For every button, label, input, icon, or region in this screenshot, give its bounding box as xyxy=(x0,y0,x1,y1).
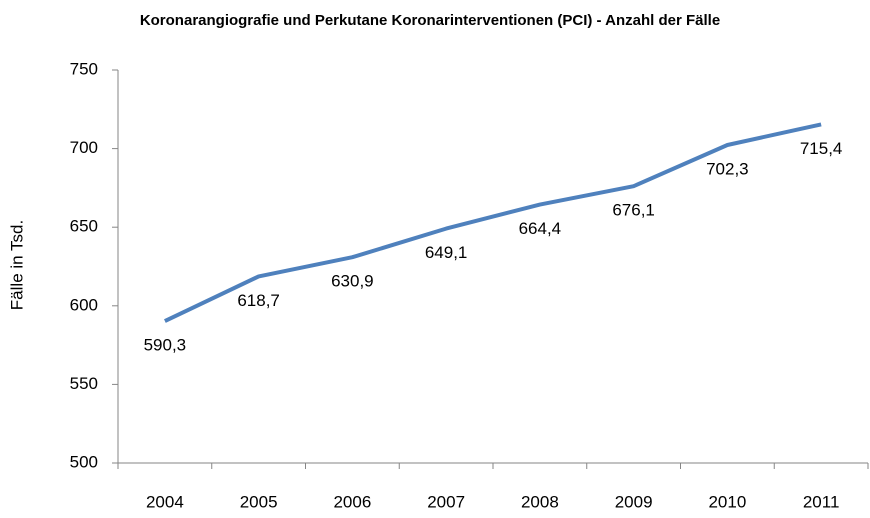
x-tick-label: 2009 xyxy=(615,492,653,511)
x-tick-label: 2006 xyxy=(333,492,371,511)
y-tick-label: 550 xyxy=(70,374,98,393)
data-label: 676,1 xyxy=(612,201,655,220)
data-label: 702,3 xyxy=(706,159,749,178)
y-axis-label: Fälle in Tsd. xyxy=(7,220,26,310)
y-tick-label: 600 xyxy=(70,295,98,314)
data-label: 630,9 xyxy=(331,272,374,291)
y-tick-label: 700 xyxy=(70,138,98,157)
data-label: 590,3 xyxy=(144,336,187,355)
data-line xyxy=(164,122,822,323)
chart-title: Koronarangiografie und Perkutane Koronar… xyxy=(139,12,721,29)
x-tick-label: 2011 xyxy=(803,492,840,511)
data-label: 618,7 xyxy=(237,291,280,310)
x-tick-label: 2004 xyxy=(146,492,184,511)
data-label: 649,1 xyxy=(425,243,468,262)
x-tick-label: 2005 xyxy=(240,492,278,511)
y-tick-label: 750 xyxy=(70,59,98,78)
x-tick-label: 2010 xyxy=(708,492,746,511)
y-tick-label: 650 xyxy=(70,217,98,236)
data-label: 664,4 xyxy=(519,219,562,238)
data-label: 715,4 xyxy=(800,139,843,158)
x-tick-label: 2008 xyxy=(521,492,559,511)
y-tick-label: 500 xyxy=(70,452,98,471)
x-tick-label: 2007 xyxy=(427,492,465,511)
